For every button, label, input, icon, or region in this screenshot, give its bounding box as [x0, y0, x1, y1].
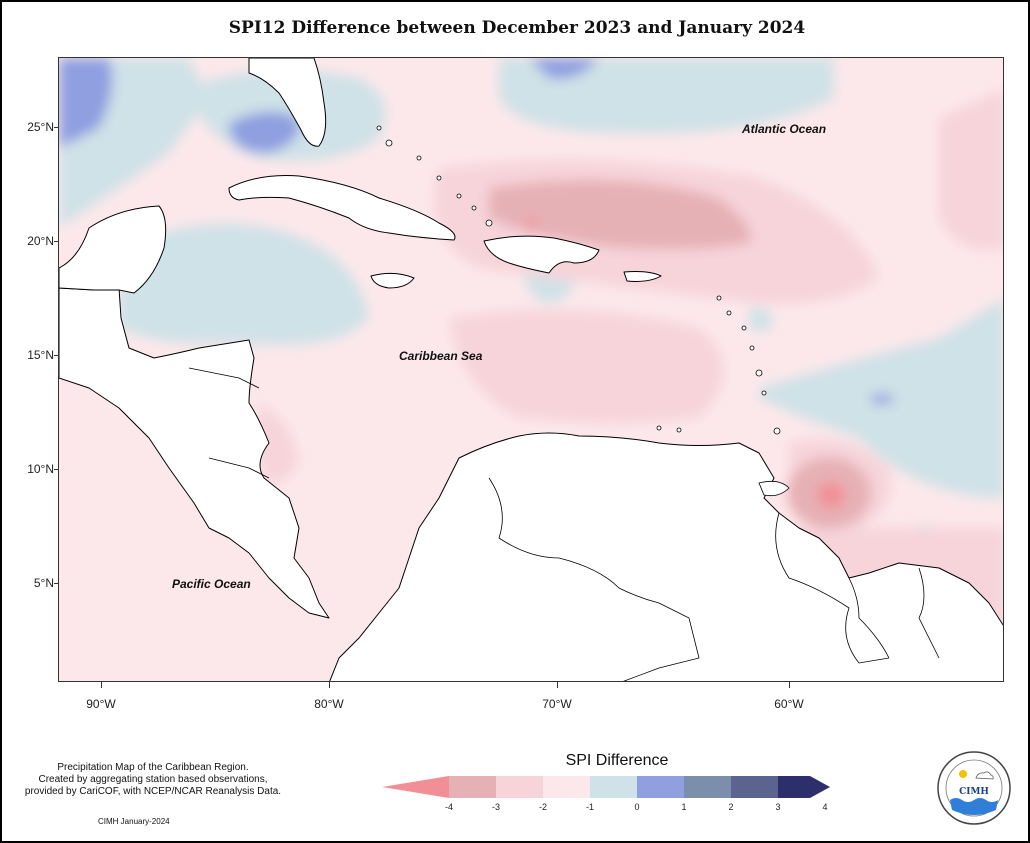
island-turks: [485, 219, 493, 227]
label-atlantic-ocean: Atlantic Ocean: [742, 122, 827, 136]
lat-label-20n: 20°N: [27, 234, 54, 248]
sun-icon: [959, 770, 967, 778]
field-positive-lesser-antilles: [749, 307, 774, 332]
field-positive-strong-1: [59, 58, 113, 148]
lat-label-15n: 15°N: [27, 348, 54, 362]
land-jamaica: [370, 272, 415, 289]
field-negative-strong-north: [489, 180, 751, 250]
legend-swatch: [778, 776, 830, 798]
field-negative-far-east: [939, 88, 1003, 251]
field-positive-strong-4: [870, 394, 894, 404]
field-negative-caribbean: [449, 310, 724, 423]
land-florida: [248, 58, 327, 147]
lon-label-90w: 90°W: [86, 697, 116, 711]
lat-label-25n: 25°N: [27, 120, 54, 134]
lon-label-70w: 70°W: [542, 697, 572, 711]
land-hispaniola: [483, 235, 600, 274]
legend-tick-label: 0: [634, 802, 640, 812]
lat-tick: [54, 241, 59, 242]
island-bahamas-6: [376, 125, 382, 131]
lon-tick: [789, 682, 790, 688]
page-title: SPI12 Difference between December 2023 a…: [228, 18, 806, 38]
lon-tick: [329, 682, 330, 688]
border-central-1: [188, 367, 260, 389]
legend-swatch: [684, 776, 731, 798]
lat-tick: [54, 355, 59, 356]
legend-swatch: [449, 776, 496, 798]
lat-label-5n: 5°N: [33, 576, 54, 590]
island-trinidad: [758, 480, 790, 497]
lon-tick: [101, 682, 102, 688]
legend-swatch: [637, 776, 684, 798]
border-central-2: [208, 457, 270, 479]
island-abc-2: [676, 427, 682, 433]
land-yucatan: [59, 205, 167, 294]
lon-tick: [557, 682, 558, 688]
legend-tick-label: -4: [444, 802, 453, 812]
island-antilles-1: [716, 295, 722, 301]
credit-line-1: Precipitation Map of the Caribbean Regio…: [57, 762, 249, 773]
border-suriname-fg: [918, 567, 940, 659]
spi-difference-map: [59, 58, 1003, 681]
cimh-logo: CIMH: [937, 751, 1011, 825]
lat-tick: [54, 469, 59, 470]
island-tobago: [773, 427, 781, 435]
field-positive-yucatan: [119, 223, 369, 346]
field-positive-north-atlantic: [499, 58, 834, 134]
field-negative-core-north: [526, 219, 538, 229]
island-antilles-2: [726, 310, 732, 316]
lat-tick: [54, 127, 59, 128]
border-guyana-suriname: [848, 577, 890, 659]
island-bahamas-5: [385, 139, 393, 147]
island-antilles-5: [755, 369, 763, 377]
legend-title: SPI Difference: [565, 752, 669, 769]
lon-label-60w: 60°W: [774, 697, 804, 711]
legend-tick-label: 2: [728, 802, 734, 812]
legend-tick-label: -1: [585, 802, 594, 812]
label-pacific-ocean: Pacific Ocean: [172, 577, 251, 591]
island-bahamas-2: [456, 193, 462, 199]
island-abc-1: [656, 425, 662, 431]
legend-tick-label: 3: [775, 802, 781, 812]
lat-tick: [54, 583, 59, 584]
island-bahamas-3: [436, 175, 442, 181]
legend-swatch: [496, 776, 543, 798]
legend-colorbar: [382, 776, 830, 798]
map-panel: [58, 57, 1004, 682]
water-icon: [950, 798, 998, 815]
field-positive-strong-3: [529, 58, 599, 79]
field-negative-central-america: [257, 403, 299, 484]
label-caribbean-sea: Caribbean Sea: [399, 349, 483, 363]
credit-date: CIMH January-2024: [98, 817, 170, 826]
island-bahamas-1: [471, 205, 477, 211]
legend-tick-label: -2: [538, 802, 547, 812]
island-bahamas-4: [416, 155, 422, 161]
border-colombia-venezuela: [488, 477, 700, 681]
legend-swatch: [590, 776, 637, 798]
legend-tick-label: 4: [822, 802, 828, 812]
island-antilles-4: [749, 345, 755, 351]
island-antilles-3: [741, 325, 747, 331]
cloud-icon: [975, 771, 994, 780]
credit-text: Precipitation Map of the Caribbean Regio…: [8, 762, 298, 798]
field-positive-strong-2: [229, 111, 300, 153]
border-venezuela-guyana: [775, 512, 890, 664]
lon-label-80w: 80°W: [314, 697, 344, 711]
land-cuba: [228, 175, 456, 241]
lat-label-10n: 10°N: [27, 462, 54, 476]
credit-line-2: Created by aggregating station based obs…: [38, 774, 268, 785]
island-antilles-6: [761, 390, 767, 396]
credit-line-3: provided by CariCOF, with NCEP/NCAR Rean…: [24, 786, 282, 797]
legend-tick-label: 1: [681, 802, 687, 812]
logo-acronym: CIMH: [959, 787, 989, 797]
legend-swatch: [382, 776, 449, 798]
land-puerto-rico: [623, 271, 662, 282]
legend-tick-label: -3: [491, 802, 500, 812]
legend-swatch: [543, 776, 590, 798]
legend-swatch: [731, 776, 778, 798]
land-central-america: [59, 287, 330, 619]
field-negative-core-trinidad: [817, 482, 845, 508]
